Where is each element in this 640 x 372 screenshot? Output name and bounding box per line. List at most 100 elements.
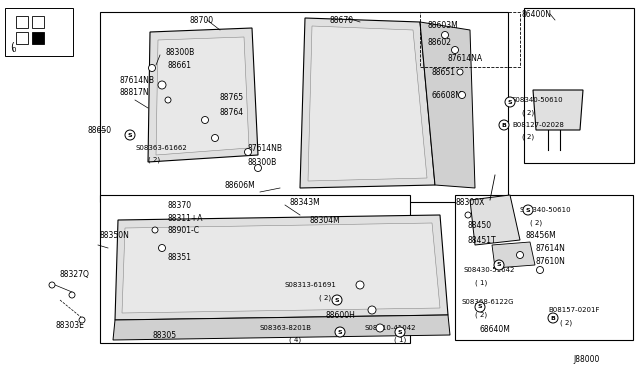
Polygon shape [300,18,435,188]
Circle shape [125,130,135,140]
Text: S: S [477,305,483,310]
Polygon shape [308,26,427,181]
Circle shape [79,317,85,323]
Circle shape [148,64,156,71]
Text: 88764: 88764 [220,108,244,116]
Polygon shape [115,215,448,320]
Text: 88303E: 88303E [55,321,84,330]
Text: 88661: 88661 [168,61,192,70]
Circle shape [335,327,345,337]
Text: 87614NB: 87614NB [248,144,283,153]
Bar [16,32,28,44]
Circle shape [475,302,485,312]
Circle shape [244,148,252,155]
Circle shape [395,327,405,337]
Text: ( 2): ( 2) [148,157,160,163]
Text: 88351: 88351 [168,253,192,263]
Circle shape [202,116,209,124]
Circle shape [458,92,465,99]
Text: 88305: 88305 [153,330,177,340]
Polygon shape [533,90,583,130]
Text: S08340-50610: S08340-50610 [520,207,572,213]
Text: S08363-61662: S08363-61662 [135,145,187,151]
Circle shape [376,324,384,332]
Bar [32,16,44,28]
Text: 86400N: 86400N [522,10,552,19]
Text: 88300B: 88300B [248,157,277,167]
Text: 88370: 88370 [168,201,192,209]
Circle shape [332,295,342,305]
Text: 88606M: 88606M [225,180,255,189]
Circle shape [499,120,509,130]
Polygon shape [113,315,450,340]
Text: S08363-8201B: S08363-8201B [259,325,311,331]
Text: ( 2): ( 2) [522,110,534,116]
Circle shape [356,281,364,289]
Circle shape [49,282,55,288]
Text: ( 2): ( 2) [319,295,331,301]
Text: S08430-51642: S08430-51642 [463,267,515,273]
Text: S: S [525,208,531,212]
Text: 88456M: 88456M [525,231,556,240]
Circle shape [442,32,449,38]
Bar [455,195,633,340]
Circle shape [505,97,515,107]
Text: 88817N: 88817N [120,87,150,96]
Circle shape [368,306,376,314]
Circle shape [494,260,504,270]
Circle shape [457,69,463,75]
Text: 88343M: 88343M [290,198,321,206]
Text: ( 2): ( 2) [530,220,542,226]
Text: ( 1): ( 1) [394,337,406,343]
Text: S: S [397,330,403,334]
Text: S: S [128,132,132,138]
Polygon shape [470,195,520,245]
Text: 88327Q: 88327Q [60,270,90,279]
Text: 66608M: 66608M [432,90,463,99]
Circle shape [548,313,558,323]
Text: B: B [550,315,556,321]
Circle shape [158,81,166,89]
Polygon shape [420,22,475,188]
Circle shape [523,205,533,215]
Text: 88765: 88765 [220,93,244,102]
Text: 88311+A: 88311+A [168,214,204,222]
Circle shape [152,227,158,233]
Text: S08340-50610: S08340-50610 [512,97,564,103]
Text: 87610N: 87610N [535,257,565,266]
Bar [32,32,44,44]
Circle shape [536,266,543,273]
Circle shape [451,46,458,54]
Text: 87614N: 87614N [535,244,565,253]
Text: 88700: 88700 [190,16,214,25]
Text: ( 4): ( 4) [289,337,301,343]
Text: 88901-C: 88901-C [168,225,200,234]
Text: 88300X: 88300X [455,198,484,206]
Circle shape [516,251,524,259]
Text: 88300B: 88300B [166,48,195,57]
Text: 88600H: 88600H [325,311,355,320]
Polygon shape [122,223,440,313]
Bar [100,195,410,343]
Text: 68640M: 68640M [480,326,511,334]
Text: 88304M: 88304M [310,215,340,224]
Text: S08368-6122G: S08368-6122G [462,299,515,305]
Text: 88602: 88602 [428,38,452,46]
Circle shape [165,97,171,103]
Circle shape [159,244,166,251]
Text: B08127-02028: B08127-02028 [512,122,564,128]
Text: 87614NB: 87614NB [120,76,155,84]
Text: B08157-0201F: B08157-0201F [548,307,600,313]
Text: 88451T: 88451T [468,235,497,244]
Bar [100,12,508,202]
Circle shape [211,135,218,141]
Text: 88450: 88450 [468,221,492,230]
Bar [16,16,28,28]
Circle shape [465,212,471,218]
Text: ( 1): ( 1) [475,280,487,286]
Circle shape [69,292,75,298]
Text: 88350N: 88350N [100,231,130,240]
Text: 88670: 88670 [330,16,354,25]
Text: J88000: J88000 [573,356,600,365]
Polygon shape [148,28,258,162]
